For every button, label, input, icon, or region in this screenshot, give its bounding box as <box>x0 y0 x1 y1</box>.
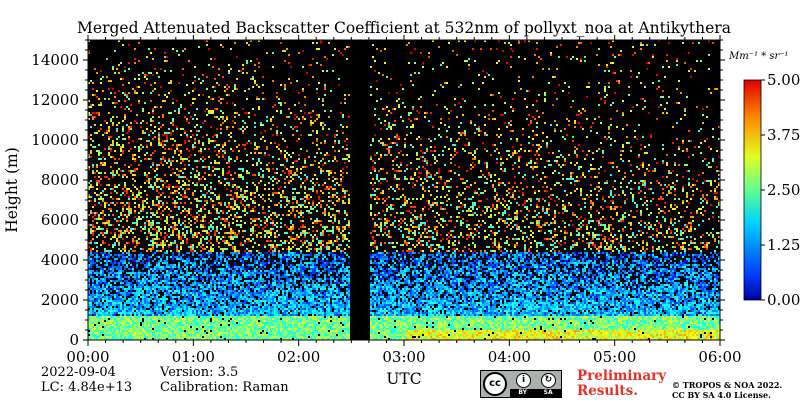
y-tick-label: 6000 <box>41 211 79 229</box>
info-version: Version: 3.5 <box>160 365 239 380</box>
x-tick-label: 05:00 <box>593 348 636 366</box>
info-calibration: Calibration: Raman <box>160 380 289 395</box>
chart-title: Merged Attenuated Backscatter Coefficien… <box>77 19 731 37</box>
no-data-gap <box>351 40 369 340</box>
plot-area <box>87 39 721 341</box>
copyright-line1: © TROPOS & NOA 2022. <box>672 380 783 390</box>
copyright-line2: CC BY SA 4.0 License. <box>672 390 771 400</box>
x-tick-label: 00:00 <box>66 348 109 366</box>
x-tick-label: 02:00 <box>277 348 320 366</box>
heatmap-cells <box>88 40 720 340</box>
x-tick-label: 06:00 <box>698 348 741 366</box>
y-tick-label: 12000 <box>31 91 79 109</box>
cc-logo-icon: cc <box>483 372 507 396</box>
cc-by-label: BY <box>518 389 527 396</box>
attribution-icon: i <box>516 373 531 388</box>
share-alike-icon: ↻ <box>541 373 556 388</box>
y-tick-label: 0 <box>69 331 79 349</box>
cc-sa-label: SA <box>543 389 553 396</box>
colorbar-tick-label: 0.00 <box>767 291 800 309</box>
x-tick-label: 03:00 <box>382 348 425 366</box>
colorbar-ticks: 0.00 1.25 2.50 3.75 5.00 <box>761 71 800 309</box>
info-date: 2022-09-04 <box>41 365 116 380</box>
info-lc: LC: 4.84e+13 <box>41 380 133 395</box>
colorbar-gradient <box>743 79 762 301</box>
y-axis: 0 2000 4000 6000 8000 10000 12000 14000 <box>31 39 725 349</box>
colorbar: Mm⁻¹ * sr⁻¹ 0.00 1.25 2.50 3.75 5.00 <box>728 51 800 309</box>
x-axis-label: UTC <box>386 370 421 388</box>
colorbar-tick-label: 5.00 <box>767 71 800 89</box>
y-tick-label: 14000 <box>31 51 79 69</box>
colorbar-tick-label: 3.75 <box>767 126 800 144</box>
x-tick-label: 04:00 <box>488 348 531 366</box>
x-tick-label: 01:00 <box>172 348 215 366</box>
cc-license-badge: cc i ↻ BY SA <box>480 370 562 398</box>
preliminary-line1: Preliminary <box>577 368 667 384</box>
colorbar-tick-label: 2.50 <box>767 181 800 199</box>
y-tick-label: 8000 <box>41 171 79 189</box>
y-axis-label: Height (m) <box>3 147 21 233</box>
preliminary-note: Preliminary Results. <box>577 369 666 399</box>
colorbar-unit: Mm⁻¹ * sr⁻¹ <box>728 51 789 62</box>
x-axis: 00:00 01:00 02:00 03:00 04:00 05:00 06:00 <box>66 35 742 366</box>
preliminary-line2: Results. <box>577 383 638 399</box>
y-tick-label: 4000 <box>41 251 79 269</box>
copyright-note: © TROPOS & NOA 2022. CC BY SA 4.0 Licens… <box>672 380 782 400</box>
y-tick-label: 10000 <box>31 131 79 149</box>
y-tick-label: 2000 <box>41 291 79 309</box>
colorbar-tick-label: 1.25 <box>767 236 800 254</box>
